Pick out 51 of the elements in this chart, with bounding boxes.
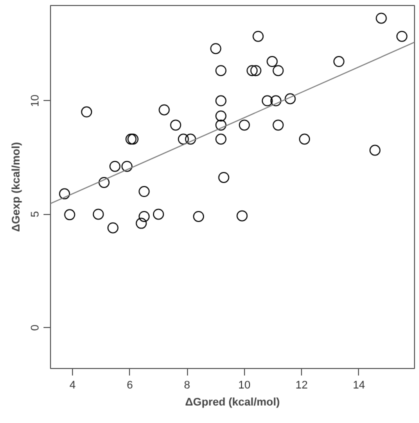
point: [121, 160, 132, 172]
point: [246, 65, 258, 76]
point: [107, 222, 118, 234]
x-tick-label: 12: [296, 380, 308, 392]
point: [250, 65, 262, 76]
x-axis-title: ΔGpred (kcal/mol): [185, 396, 280, 408]
point: [236, 210, 248, 222]
point: [210, 43, 222, 54]
point: [218, 172, 230, 183]
point: [64, 209, 76, 220]
x-tick-label: 6: [126, 380, 133, 392]
x-tick-label: 4: [69, 380, 76, 392]
point: [215, 120, 226, 131]
point: [252, 30, 264, 42]
point: [270, 95, 282, 106]
point: [98, 176, 110, 188]
y-tick-label: 5: [30, 211, 42, 218]
point: [59, 188, 70, 200]
y-axis-title: ΔGexp (kcal/mol): [10, 142, 22, 232]
point: [272, 120, 284, 131]
point: [158, 104, 170, 116]
x-tick-label: 14: [352, 380, 366, 392]
point: [138, 186, 150, 198]
point: [266, 56, 278, 68]
point: [272, 65, 284, 76]
point: [152, 208, 164, 220]
point: [333, 56, 344, 68]
point: [92, 208, 104, 220]
point: [136, 218, 147, 229]
point: [299, 134, 310, 145]
point: [193, 211, 204, 222]
point: [369, 144, 380, 156]
point: [215, 65, 226, 76]
point: [185, 134, 196, 145]
y-tick-label: 10: [30, 94, 42, 107]
point: [109, 160, 120, 172]
x-tick-label: 10: [238, 380, 251, 392]
point: [138, 211, 150, 222]
point: [215, 110, 226, 122]
point: [284, 93, 296, 104]
x-tick-label: 8: [184, 380, 190, 392]
point: [170, 120, 182, 131]
point: [396, 30, 408, 42]
point: [215, 95, 226, 106]
point: [376, 12, 387, 24]
point: [178, 134, 189, 145]
point: [81, 106, 92, 118]
point: [262, 95, 273, 106]
point: [238, 120, 250, 131]
point: [215, 134, 226, 145]
y-tick-label: 0: [30, 324, 42, 331]
